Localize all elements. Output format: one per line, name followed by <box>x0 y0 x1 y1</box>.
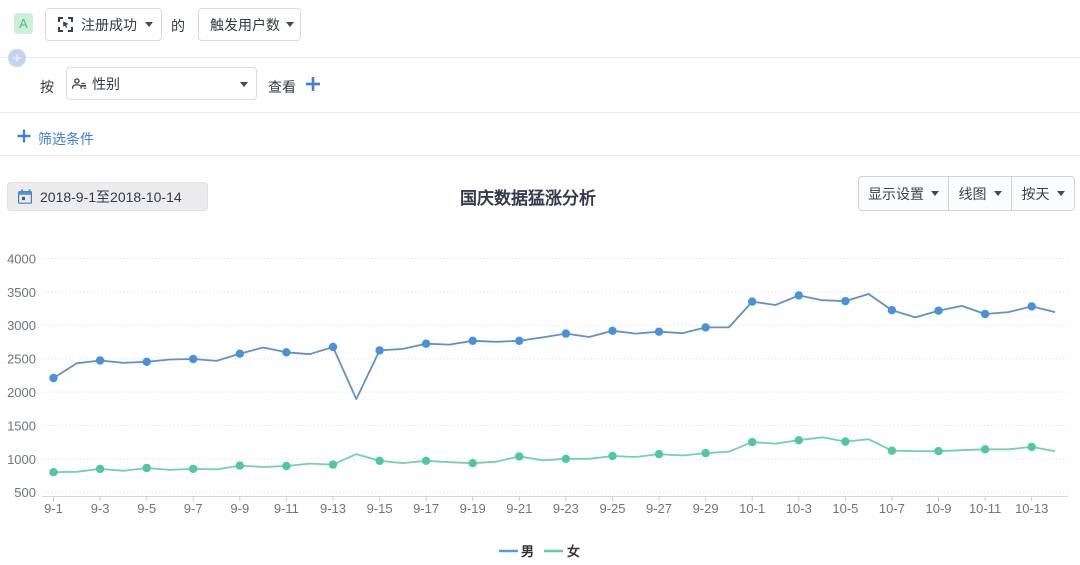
svg-text:9-13: 9-13 <box>320 501 346 516</box>
svg-text:10-9: 10-9 <box>925 501 951 516</box>
svg-text:9-21: 9-21 <box>506 501 532 516</box>
svg-text:10-3: 10-3 <box>786 501 812 516</box>
svg-text:男: 男 <box>521 544 534 559</box>
svg-text:2000: 2000 <box>7 385 36 400</box>
svg-text:9-25: 9-25 <box>599 501 625 516</box>
svg-text:9-23: 9-23 <box>553 501 579 516</box>
svg-text:9-27: 9-27 <box>646 501 672 516</box>
svg-text:10-11: 10-11 <box>969 501 1001 516</box>
svg-text:9-11: 9-11 <box>274 501 299 516</box>
svg-text:3000: 3000 <box>7 318 36 333</box>
svg-text:10-13: 10-13 <box>1015 501 1048 516</box>
svg-text:10-5: 10-5 <box>832 501 858 516</box>
svg-text:10-1: 10-1 <box>739 501 765 516</box>
svg-text:10-7: 10-7 <box>879 501 905 516</box>
svg-text:女: 女 <box>567 544 580 559</box>
svg-text:9-19: 9-19 <box>460 501 486 516</box>
svg-text:9-9: 9-9 <box>230 501 249 516</box>
svg-text:1500: 1500 <box>7 418 36 433</box>
svg-text:9-29: 9-29 <box>693 501 719 516</box>
svg-text:9-17: 9-17 <box>413 501 439 516</box>
svg-text:9-1: 9-1 <box>44 501 63 516</box>
svg-text:3500: 3500 <box>7 285 36 300</box>
svg-text:4000: 4000 <box>7 251 36 266</box>
svg-text:500: 500 <box>14 485 36 500</box>
svg-text:9-5: 9-5 <box>137 501 156 516</box>
svg-text:9-15: 9-15 <box>367 501 393 516</box>
svg-text:1000: 1000 <box>7 452 36 467</box>
svg-text:9-3: 9-3 <box>91 501 110 516</box>
svg-text:9-7: 9-7 <box>184 501 203 516</box>
svg-text:2500: 2500 <box>7 352 36 367</box>
